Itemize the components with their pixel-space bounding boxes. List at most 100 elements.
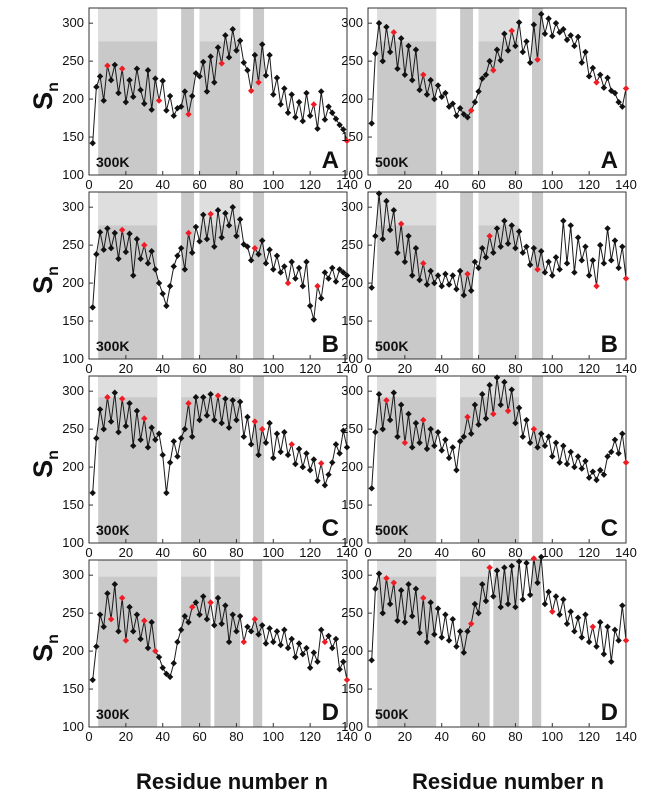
data-point-126 xyxy=(597,466,604,474)
data-point-16 xyxy=(115,628,122,635)
data-point-32 xyxy=(144,444,152,451)
data-point-108 xyxy=(563,36,571,44)
data-point-42 xyxy=(163,670,170,678)
data-point-32 xyxy=(423,445,431,453)
y-tick-label-250: 250 xyxy=(62,605,84,620)
data-point-80 xyxy=(512,244,519,252)
data-point-134 xyxy=(611,237,619,244)
data-point-54 xyxy=(464,628,471,635)
x-tick-label-80: 80 xyxy=(508,729,522,744)
data-point-68 xyxy=(211,622,218,629)
data-point-114 xyxy=(295,264,303,272)
x-tick-label-100: 100 xyxy=(541,545,563,560)
series-line xyxy=(92,207,348,320)
shaded-band-4 xyxy=(253,192,265,359)
x-tick-label-60: 60 xyxy=(471,545,485,560)
y-axis-label-row-2: Sn xyxy=(28,266,62,294)
x-tick-label-140: 140 xyxy=(336,545,358,560)
data-point-66 xyxy=(207,391,214,398)
highlight-point-12 xyxy=(107,616,115,623)
data-point-104 xyxy=(556,459,563,466)
x-tick-label-40: 40 xyxy=(155,545,169,560)
highlight-point-70 xyxy=(214,392,222,399)
data-point-50 xyxy=(177,626,185,634)
data-point-44 xyxy=(166,459,174,466)
data-point-40 xyxy=(159,77,166,85)
highlight-point-66 xyxy=(486,232,493,240)
y-tick-label-250: 250 xyxy=(341,237,363,252)
data-point-138 xyxy=(619,602,626,609)
data-point-6 xyxy=(96,611,104,618)
data-point-74 xyxy=(222,210,229,217)
y-tick-label-250: 250 xyxy=(341,421,363,436)
data-point-60 xyxy=(475,421,482,428)
data-point-102 xyxy=(273,74,281,82)
data-point-54 xyxy=(185,619,192,626)
data-point-118 xyxy=(303,450,310,457)
data-point-132 xyxy=(329,109,336,116)
shaded-band-2 xyxy=(181,192,195,359)
highlight-point-56 xyxy=(468,107,475,114)
x-tick-label-140: 140 xyxy=(336,177,358,192)
data-point-126 xyxy=(597,71,604,78)
data-point-102 xyxy=(552,254,560,261)
data-point-46 xyxy=(449,616,456,623)
data-point-94 xyxy=(538,553,545,561)
data-point-110 xyxy=(567,608,574,615)
data-point-86 xyxy=(244,243,251,250)
data-point-116 xyxy=(578,465,585,472)
plot-frame xyxy=(88,375,348,544)
x-tick-label-80: 80 xyxy=(229,177,243,192)
x-tick-label-0: 0 xyxy=(85,361,92,376)
data-point-8 xyxy=(100,425,107,433)
data-point-114 xyxy=(574,234,582,241)
data-point-64 xyxy=(203,235,211,243)
x-tick-label-140: 140 xyxy=(336,729,358,744)
data-point-52 xyxy=(181,612,189,620)
x-tick-label-20: 20 xyxy=(398,545,412,560)
data-point-82 xyxy=(236,37,244,44)
x-tick-label-120: 120 xyxy=(299,545,321,560)
data-point-134 xyxy=(611,89,619,97)
x-tick-label-60: 60 xyxy=(192,729,206,744)
shaded-band-top-2 xyxy=(478,8,520,42)
data-point-50 xyxy=(177,103,185,110)
data-point-126 xyxy=(318,626,325,634)
data-point-72 xyxy=(497,401,504,409)
highlight-point-84 xyxy=(240,638,247,646)
highlight-point-10 xyxy=(104,62,111,69)
y-tick-label-100: 100 xyxy=(341,167,363,182)
data-point-38 xyxy=(434,428,442,436)
data-point-46 xyxy=(449,272,456,279)
highlight-point-110 xyxy=(288,441,295,448)
data-point-72 xyxy=(497,57,504,64)
data-point-130 xyxy=(604,623,611,630)
y-tick-label-100: 100 xyxy=(62,351,84,366)
data-point-72 xyxy=(497,603,504,611)
highlight-point-30 xyxy=(141,617,148,624)
data-point-98 xyxy=(266,51,273,59)
data-point-26 xyxy=(133,407,141,415)
data-point-8 xyxy=(100,246,107,253)
data-point-114 xyxy=(574,614,582,621)
data-point-136 xyxy=(615,450,622,457)
highlight-point-90 xyxy=(530,555,538,562)
data-point-36 xyxy=(431,442,438,450)
data-point-48 xyxy=(453,112,460,119)
shaded-band-top-1 xyxy=(98,192,158,226)
data-point-116 xyxy=(299,282,306,290)
series-line xyxy=(92,584,348,680)
highlight-point-30 xyxy=(420,594,427,602)
data-point-24 xyxy=(409,76,416,84)
data-point-74 xyxy=(222,395,229,402)
data-point-34 xyxy=(427,267,434,275)
data-point-118 xyxy=(582,611,589,618)
data-point-130 xyxy=(604,74,611,82)
data-point-10 xyxy=(383,23,390,31)
y-tick-label-100: 100 xyxy=(62,535,84,550)
data-point-108 xyxy=(563,460,571,468)
data-point-98 xyxy=(545,588,552,596)
data-point-42 xyxy=(442,436,449,443)
data-point-28 xyxy=(416,629,423,637)
data-point-70 xyxy=(214,44,222,51)
